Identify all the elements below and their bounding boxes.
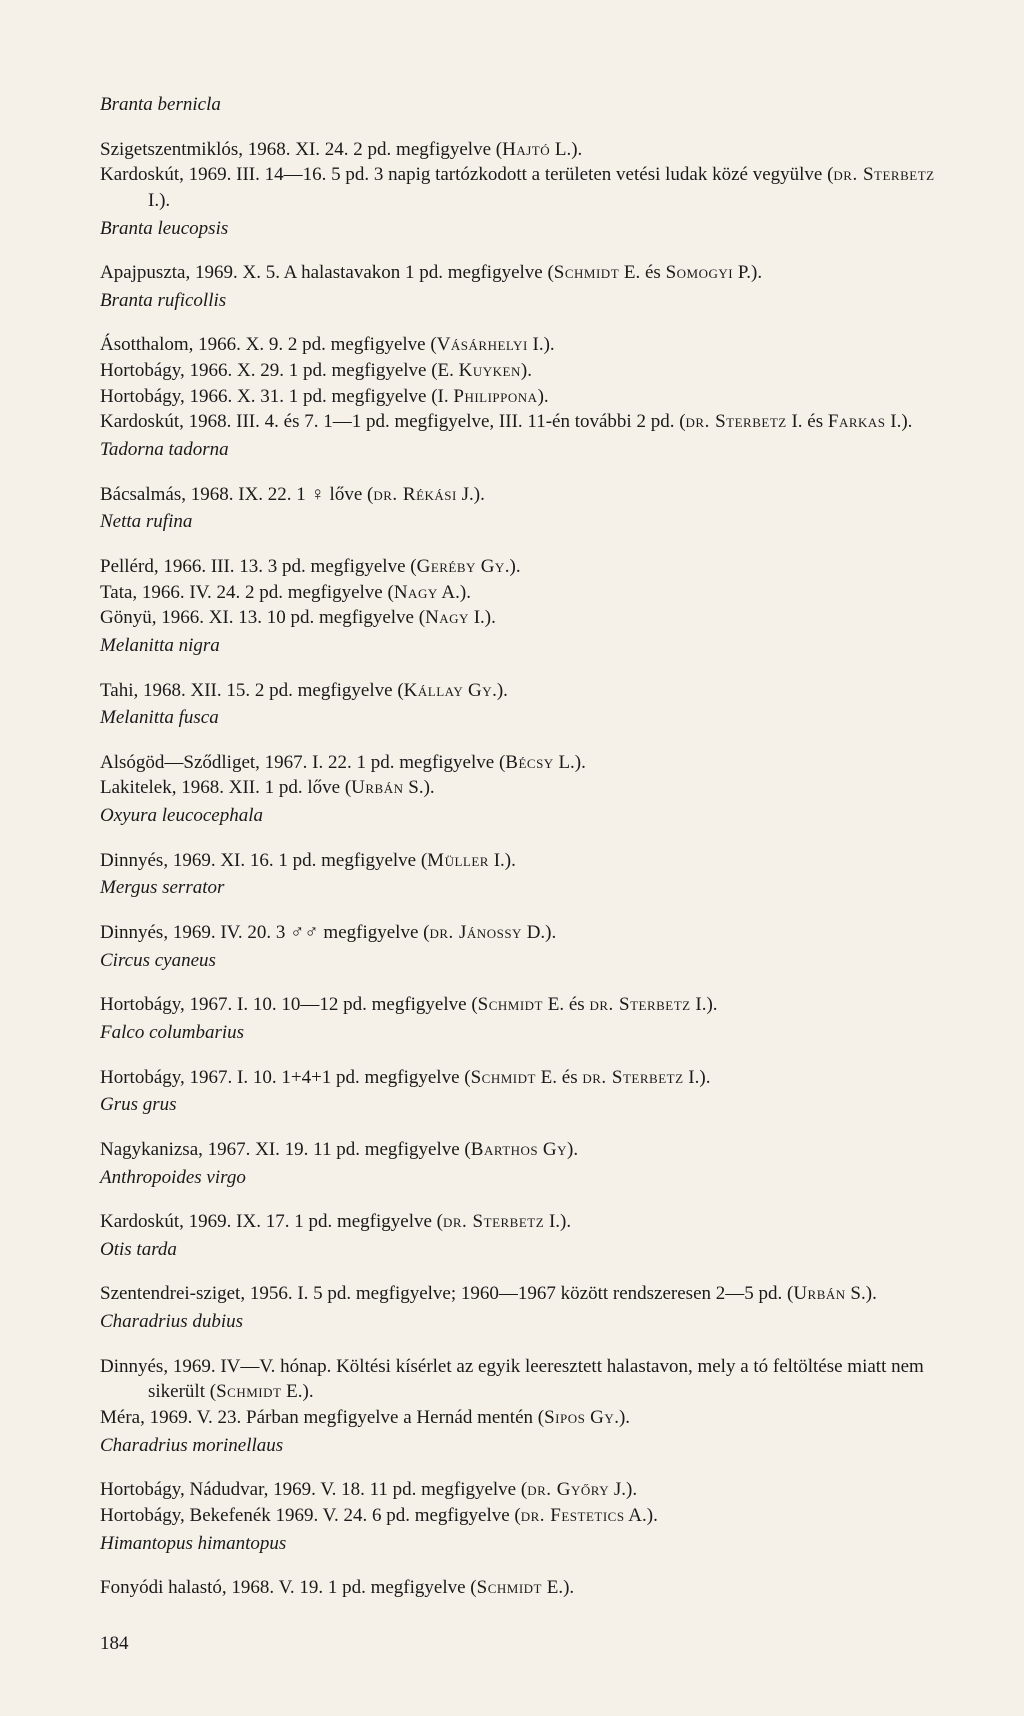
author-name: Schmidt xyxy=(216,1381,281,1402)
observation-entry: Hortobágy, Bekefenék 1969. V. 24. 6 pd. … xyxy=(100,1503,944,1529)
author-name: Nagy xyxy=(425,607,469,628)
species-heading: Otis tarda xyxy=(100,1237,944,1263)
document-page: Branta bernicla Szigetszentmiklós, 1968. … xyxy=(0,0,1024,1716)
observation-entry: Hortobágy, 1966. X. 31. 1 pd. megfigyelv… xyxy=(100,384,944,410)
observation-entry: Hortobágy, 1966. X. 29. 1 pd. megfigyelv… xyxy=(100,358,944,384)
observation-entry: Kardoskút, 1968. III. 4. és 7. 1—1 pd. m… xyxy=(100,409,944,435)
observation-entry: Apajpuszta, 1969. X. 5. A halastavakon 1… xyxy=(100,260,944,286)
author-name: dr. Festetics xyxy=(521,1505,625,1526)
species-heading: Tadorna tadorna xyxy=(100,437,944,463)
author-name: dr. Sterbetz xyxy=(833,164,934,185)
author-name: dr. Sterbetz xyxy=(589,994,690,1015)
author-name: dr. Rékási xyxy=(373,484,457,505)
species-heading: Circus cyaneus xyxy=(100,948,944,974)
species-heading: Anthropoides virgo xyxy=(100,1165,944,1191)
author-name: Müller xyxy=(427,850,489,871)
observation-entry: Pellérd, 1966. III. 13. 3 pd. megfigyelv… xyxy=(100,554,944,580)
species-heading: Mergus serrator xyxy=(100,875,944,901)
author-name: Schmidt xyxy=(478,994,543,1015)
species-heading: Oxyura leucocephala xyxy=(100,803,944,829)
author-name: Urbán xyxy=(351,777,403,798)
observation-entry: Kardoskút, 1969. IX. 17. 1 pd. megfigyel… xyxy=(100,1209,944,1235)
observation-entry: Alsógöd—Sződliget, 1967. I. 22. 1 pd. me… xyxy=(100,750,944,776)
author-name: Hajtó xyxy=(502,139,550,160)
author-name: Kuyken xyxy=(459,360,521,381)
author-name: Geréby xyxy=(417,556,476,577)
author-name: Kállay xyxy=(404,680,464,701)
observation-entry: Hortobágy, Nádudvar, 1969. V. 18. 11 pd.… xyxy=(100,1477,944,1503)
author-name: Philippona xyxy=(453,386,537,407)
observation-entry: Kardoskút, 1969. III. 14—16. 5 pd. 3 nap… xyxy=(100,162,944,213)
author-name: dr. Győry xyxy=(527,1479,609,1500)
observation-entry: Ásotthalom, 1966. X. 9. 2 pd. megfigyelv… xyxy=(100,332,944,358)
species-heading: Melanitta nigra xyxy=(100,633,944,659)
observation-entry: Lakitelek, 1968. XII. 1 pd. lőve (Urbán … xyxy=(100,775,944,801)
author-name: Schmidt xyxy=(471,1067,536,1088)
author-name: dr. Sterbetz xyxy=(443,1211,544,1232)
author-name: dr. Sterbetz xyxy=(686,411,787,432)
author-name: Gy xyxy=(590,1407,614,1428)
observation-entry: Hortobágy, 1967. I. 10. 10—12 pd. megfig… xyxy=(100,992,944,1018)
observation-entry: Szentendrei-sziget, 1956. I. 5 pd. megfi… xyxy=(100,1281,944,1307)
observation-entry: Nagykanizsa, 1967. XI. 19. 11 pd. megfig… xyxy=(100,1137,944,1163)
species-heading: Branta leucopsis xyxy=(100,216,944,242)
author-name: Bécsy xyxy=(505,752,553,773)
author-name: Somogyi xyxy=(666,262,734,283)
observation-entry: Méra, 1969. V. 23. Párban megfigyelve a … xyxy=(100,1405,944,1431)
observation-entry: Gönyü, 1966. XI. 13. 10 pd. megfigyelve … xyxy=(100,605,944,631)
observation-entry: Dinnyés, 1969. IV—V. hónap. Költési kísé… xyxy=(100,1354,944,1405)
species-heading: Falco columbarius xyxy=(100,1020,944,1046)
observation-entry: Fonyódi halastó, 1968. V. 19. 1 pd. megf… xyxy=(100,1575,944,1601)
species-heading: Melanitta fusca xyxy=(100,705,944,731)
author-name: Urbán xyxy=(793,1283,845,1304)
author-name: Gy xyxy=(481,556,505,577)
species-heading: Himantopus himantopus xyxy=(100,1531,944,1557)
author-name: Schmidt xyxy=(554,262,619,283)
page-number: 184 xyxy=(100,1631,944,1657)
species-heading: Charadrius morinellaus xyxy=(100,1433,944,1459)
species-heading: Netta rufina xyxy=(100,509,944,535)
content-body: Branta bernicla Szigetszentmiklós, 1968. … xyxy=(100,92,944,1601)
author-name: Barthos xyxy=(471,1139,538,1160)
author-name: Vásárhelyi xyxy=(437,334,528,355)
author-name: Sipos xyxy=(544,1407,585,1428)
author-name: Gy xyxy=(543,1139,567,1160)
author-name: dr. Sterbetz xyxy=(582,1067,683,1088)
species-heading: Charadrius dubius xyxy=(100,1309,944,1335)
species-heading: Grus grus xyxy=(100,1092,944,1118)
observation-entry: Tata, 1966. IV. 24. 2 pd. megfigyelve (N… xyxy=(100,580,944,606)
observation-entry: Tahi, 1968. XII. 15. 2 pd. megfigyelve (… xyxy=(100,678,944,704)
author-name: Gy xyxy=(468,680,492,701)
author-name: Nagy xyxy=(394,582,438,603)
author-name: Farkas xyxy=(828,411,886,432)
observation-entry: Bácsalmás, 1968. IX. 22. 1 ♀ lőve (dr. R… xyxy=(100,482,944,508)
species-heading: Branta ruficollis xyxy=(100,288,944,314)
author-name: dr. Jánossy xyxy=(429,922,521,943)
species-heading: Branta bernicla xyxy=(100,92,944,118)
observation-entry: Hortobágy, 1967. I. 10. 1+4+1 pd. megfig… xyxy=(100,1065,944,1091)
observation-entry: Dinnyés, 1969. XI. 16. 1 pd. megfigyelve… xyxy=(100,848,944,874)
author-name: Schmidt xyxy=(477,1577,542,1598)
observation-entry: Szigetszentmiklós, 1968. XI. 24. 2 pd. m… xyxy=(100,137,944,163)
observation-entry: Dinnyés, 1969. IV. 20. 3 ♂♂ megfigyelve … xyxy=(100,920,944,946)
